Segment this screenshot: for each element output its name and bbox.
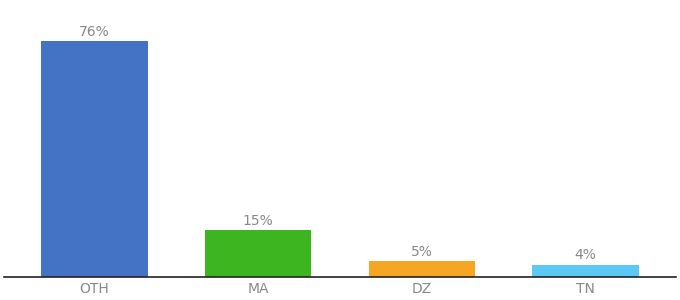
Text: 15%: 15% bbox=[243, 214, 273, 228]
Text: 4%: 4% bbox=[575, 248, 596, 262]
Text: 76%: 76% bbox=[79, 25, 109, 39]
Text: 5%: 5% bbox=[411, 245, 433, 259]
Bar bbox=[532, 265, 639, 277]
Bar bbox=[369, 262, 475, 277]
Bar bbox=[205, 230, 311, 277]
Bar bbox=[41, 41, 148, 277]
